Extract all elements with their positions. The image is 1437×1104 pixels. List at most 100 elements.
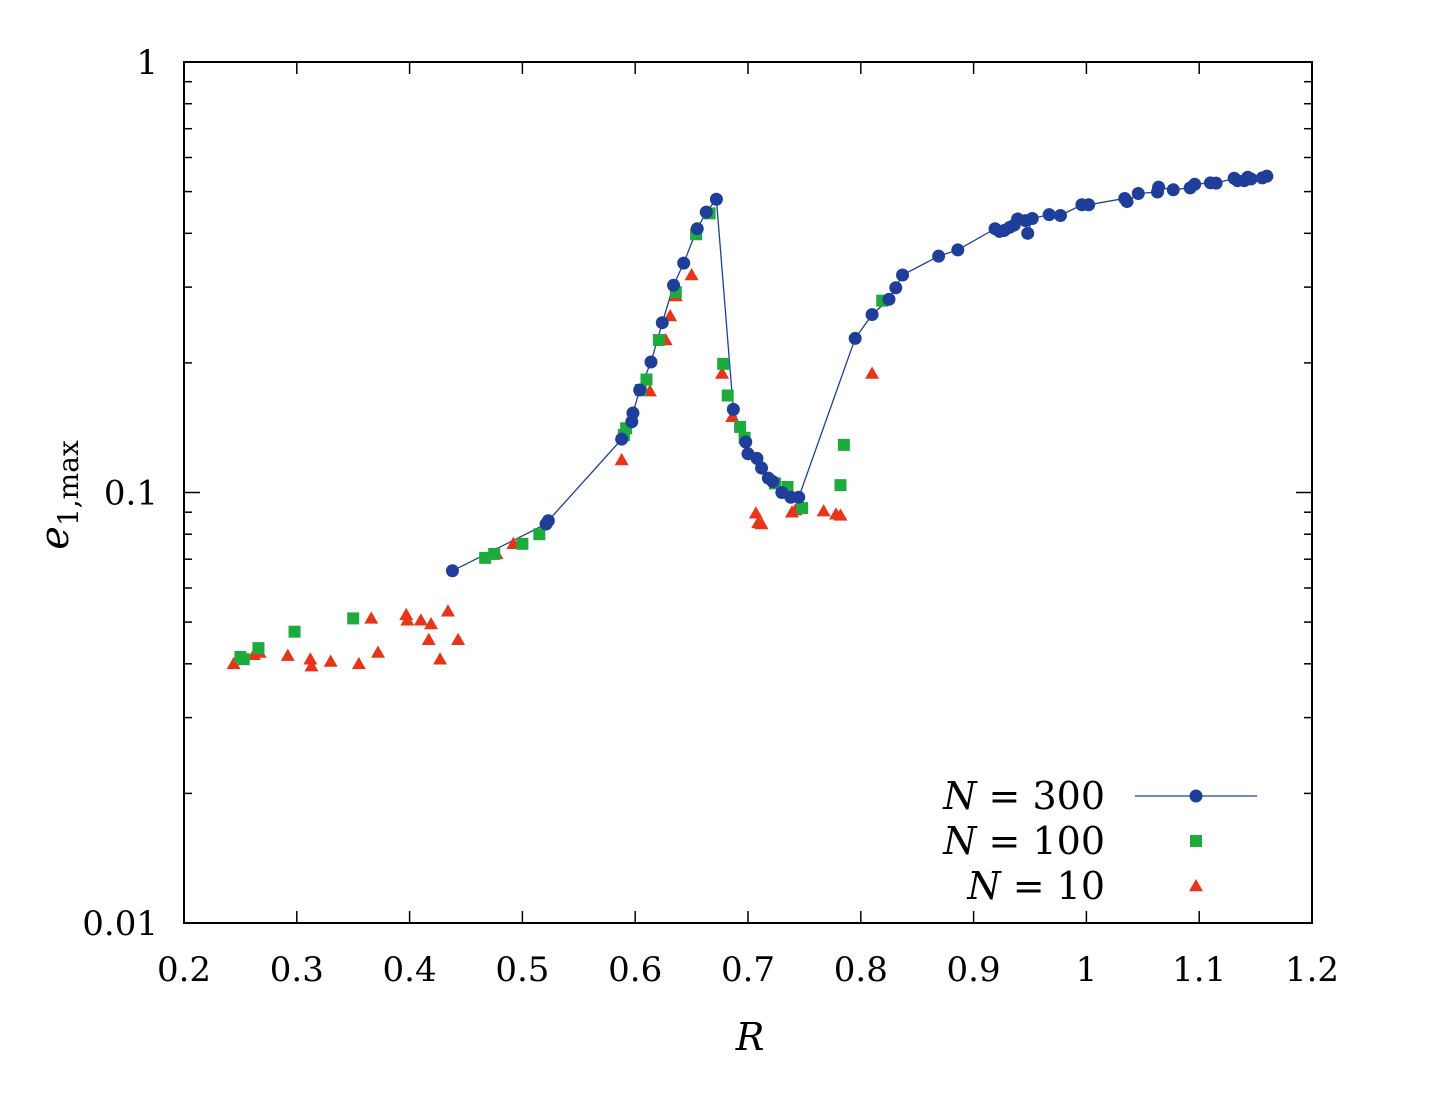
x-tick-label: 1.1 bbox=[1172, 950, 1226, 990]
data-point-n300 bbox=[445, 564, 459, 578]
data-point-n10 bbox=[303, 652, 318, 665]
data-point-n300 bbox=[1021, 226, 1035, 240]
x-tick-label: 0.5 bbox=[495, 950, 549, 990]
data-point-n100 bbox=[796, 502, 809, 515]
data-point-n300 bbox=[1152, 180, 1166, 194]
plot-data bbox=[226, 169, 1274, 672]
data-point-n300 bbox=[739, 435, 753, 449]
data-point-n10 bbox=[413, 613, 428, 626]
data-point-n300 bbox=[792, 490, 806, 504]
data-point-n300 bbox=[1053, 208, 1067, 222]
data-point-n300 bbox=[690, 222, 704, 236]
y-axis-label-sub: 1,max bbox=[52, 440, 85, 526]
data-point-n300 bbox=[541, 514, 555, 528]
data-point-n300 bbox=[848, 331, 862, 345]
data-point-n100 bbox=[640, 373, 653, 386]
data-point-n10 bbox=[400, 613, 415, 626]
data-point-n100 bbox=[347, 612, 360, 625]
legend-marker-n100 bbox=[1190, 835, 1202, 847]
data-point-n300 bbox=[882, 292, 896, 306]
data-point-n10 bbox=[865, 366, 880, 379]
x-tick-label: 1 bbox=[1076, 950, 1098, 990]
plot-frame bbox=[183, 61, 1313, 924]
y-tick-label: 1 bbox=[136, 43, 158, 83]
data-point-n300 bbox=[615, 432, 629, 446]
data-point-n100 bbox=[721, 389, 734, 402]
data-point-n10 bbox=[364, 611, 379, 624]
data-point-n10 bbox=[280, 648, 295, 661]
data-point-n10 bbox=[451, 632, 466, 645]
legend-marker-n10 bbox=[1189, 879, 1203, 892]
data-point-n100 bbox=[533, 528, 546, 541]
data-point-n100 bbox=[288, 625, 301, 638]
data-point-n10 bbox=[304, 659, 319, 672]
data-point-n300 bbox=[1042, 208, 1056, 222]
data-point-n300 bbox=[1244, 172, 1258, 186]
series-n300 bbox=[445, 169, 1274, 578]
data-point-n300 bbox=[865, 308, 879, 322]
legend-label-n300: N = 300 bbox=[942, 774, 1105, 818]
x-tick-label: 0.7 bbox=[721, 950, 775, 990]
data-point-n300 bbox=[1260, 169, 1274, 183]
x-tick-label: 0.3 bbox=[270, 950, 324, 990]
data-point-n10 bbox=[754, 516, 769, 530]
series-n100 bbox=[234, 207, 889, 666]
data-point-n300 bbox=[1166, 183, 1180, 197]
data-point-n10 bbox=[351, 656, 366, 670]
data-point-n300 bbox=[1082, 198, 1096, 212]
data-point-n300 bbox=[1188, 177, 1202, 191]
legend-label-n100: N = 100 bbox=[942, 819, 1105, 863]
data-point-n10 bbox=[433, 652, 448, 665]
data-point-n100 bbox=[479, 551, 492, 564]
x-tick-label: 1.2 bbox=[1285, 950, 1339, 990]
data-point-n300 bbox=[1131, 186, 1145, 200]
y-axis-label: e1,max bbox=[32, 440, 85, 550]
data-point-n100 bbox=[837, 438, 850, 451]
data-point-n10 bbox=[399, 607, 414, 621]
x-axis-label: R bbox=[735, 1015, 765, 1059]
legend-label-n10: N = 10 bbox=[966, 864, 1105, 908]
data-point-n10 bbox=[226, 656, 241, 670]
x-tick-label: 0.4 bbox=[383, 950, 437, 990]
data-point-n100 bbox=[734, 420, 747, 433]
data-point-n300 bbox=[1209, 176, 1223, 190]
data-point-n300 bbox=[626, 406, 640, 420]
data-point-n300 bbox=[644, 355, 658, 369]
data-point-n100 bbox=[834, 479, 847, 492]
data-point-n300 bbox=[667, 278, 681, 292]
data-point-n10 bbox=[440, 604, 455, 617]
data-point-n300 bbox=[766, 475, 780, 489]
legend-marker-n300 bbox=[1189, 789, 1203, 803]
data-point-n300 bbox=[1025, 211, 1039, 225]
x-tick-label: 0.8 bbox=[834, 950, 888, 990]
data-point-n10 bbox=[371, 645, 386, 658]
x-tick-label: 0.2 bbox=[157, 950, 211, 990]
data-point-n10 bbox=[424, 616, 439, 630]
data-point-n10 bbox=[748, 506, 763, 519]
data-point-n300 bbox=[896, 268, 910, 282]
data-point-n300 bbox=[1120, 195, 1134, 209]
series-line-n300 bbox=[452, 175, 1268, 572]
data-point-n300 bbox=[932, 249, 946, 263]
data-point-n100 bbox=[488, 547, 501, 560]
data-point-n300 bbox=[655, 316, 669, 330]
data-point-n100 bbox=[516, 537, 529, 550]
data-point-n300 bbox=[699, 205, 713, 219]
data-point-n100 bbox=[237, 653, 250, 666]
data-point-n300 bbox=[726, 402, 740, 416]
data-point-n10 bbox=[323, 654, 338, 667]
data-point-n300 bbox=[633, 383, 647, 397]
data-point-n10 bbox=[684, 268, 699, 281]
data-point-n300 bbox=[951, 243, 965, 257]
data-point-n100 bbox=[717, 357, 730, 370]
data-point-n300 bbox=[755, 461, 769, 475]
data-point-n10 bbox=[833, 508, 848, 521]
data-point-n100 bbox=[252, 642, 265, 655]
y-tick-label: 0.1 bbox=[104, 474, 158, 514]
data-point-n300 bbox=[709, 192, 723, 206]
data-point-n10 bbox=[725, 409, 740, 422]
data-point-n10 bbox=[421, 632, 436, 645]
axis-tick-labels: 0.2 0.3 0.4 0.5 0.6 0.7 0.8 0.9 1 1.1 1.2 0.01 0.1 1 bbox=[82, 43, 1339, 990]
x-tick-label: 0.6 bbox=[608, 950, 662, 990]
